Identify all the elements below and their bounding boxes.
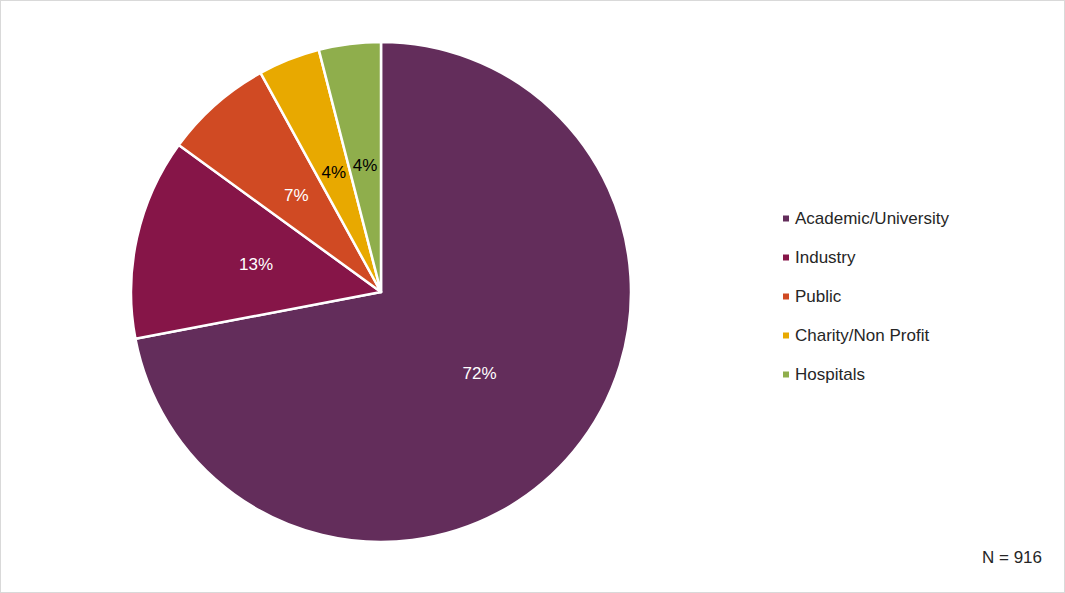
svg-text:Academic/University: Academic/University [795,209,949,228]
svg-text:Industry: Industry [795,248,856,267]
svg-text:7%: 7% [284,186,309,205]
svg-text:Hospitals: Hospitals [795,365,865,384]
svg-text:Public: Public [795,287,842,306]
svg-text:4%: 4% [322,163,347,182]
svg-text:13%: 13% [239,255,273,274]
svg-text:Charity/Non Profit: Charity/Non Profit [795,326,929,345]
svg-text:72%: 72% [463,364,497,383]
svg-text:N = 916: N = 916 [982,548,1042,567]
svg-text:4%: 4% [353,156,378,175]
